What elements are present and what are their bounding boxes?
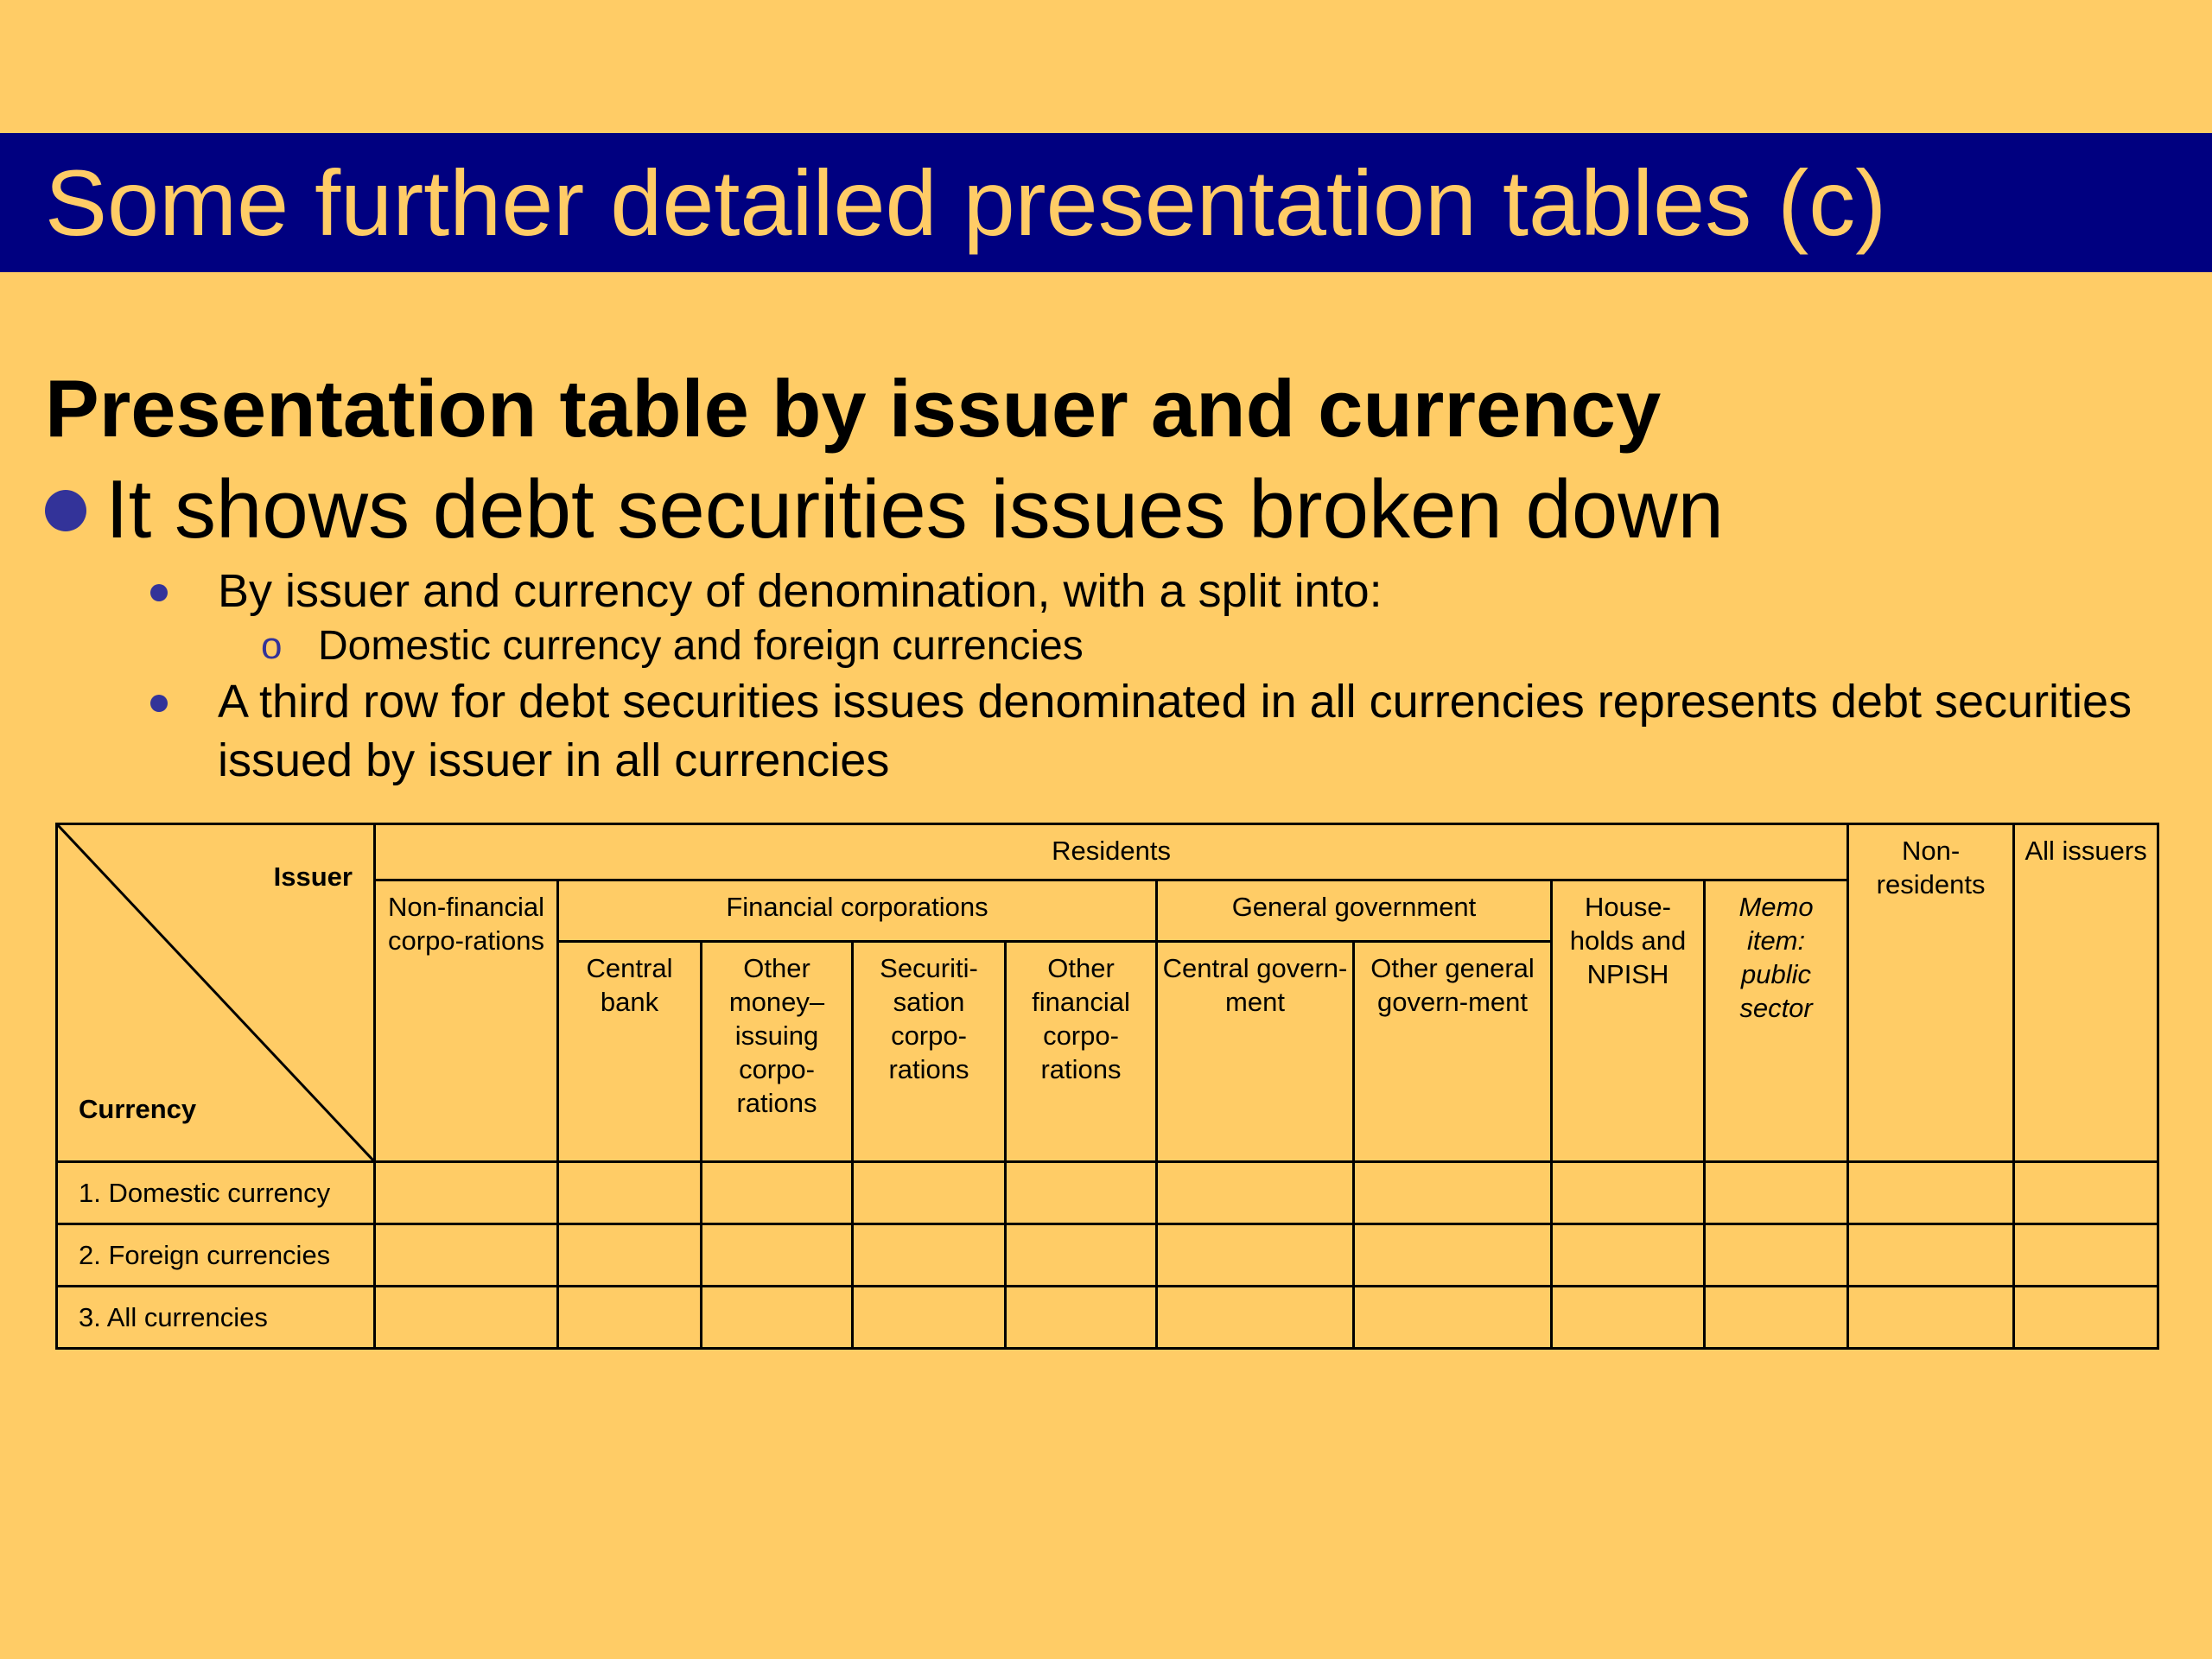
table-cell (851, 1160, 1007, 1225)
general-government-header: General government (1155, 879, 1553, 943)
table-cell (1702, 1285, 1850, 1350)
table-cell (1702, 1160, 1850, 1225)
table-cell (1550, 1285, 1706, 1350)
table-cell (556, 1160, 702, 1225)
table-cell (1352, 1160, 1553, 1225)
table-cell (1004, 1285, 1158, 1350)
other-general-government-header: Other general govern-ment (1352, 940, 1553, 1163)
table-cell (1352, 1285, 1553, 1350)
table-cell (1155, 1160, 1355, 1225)
non-residents-header: Non-residents (1847, 823, 2016, 1163)
table-cell (1550, 1160, 1706, 1225)
table-cell (373, 1285, 559, 1350)
table-row: 1. Domestic currency (55, 1160, 2160, 1225)
sub-bullet-text: By issuer and currency of denomination, … (218, 565, 1382, 617)
table-cell (1847, 1160, 2016, 1225)
non-financial-header: Non-financial corpo-rations (373, 879, 559, 1163)
table-cell (1550, 1223, 1706, 1287)
table-cell (851, 1223, 1007, 1287)
bullet-dot-icon (150, 695, 168, 712)
table-cell (2012, 1160, 2160, 1225)
table-cell (1155, 1223, 1355, 1287)
table-cell (1847, 1223, 2016, 1287)
slide-title: Some further detailed presentation table… (45, 150, 1887, 255)
table-cell (700, 1223, 854, 1287)
table-cell (1847, 1285, 2016, 1350)
table-cell (2012, 1285, 2160, 1350)
table-cell (373, 1160, 559, 1225)
row-label: 3. All currencies (55, 1285, 376, 1350)
financial-corporations-header: Financial corporations (556, 879, 1158, 943)
table-cell (1004, 1160, 1158, 1225)
row-label: 2. Foreign currencies (55, 1223, 376, 1287)
table-row: 2. Foreign currencies (55, 1223, 2160, 1287)
sub-sub-bullet-text: Domestic currency and foreign currencies (318, 623, 1084, 669)
sub-bullet-text: A third row for debt securities issues d… (218, 676, 2133, 786)
table-cell (2012, 1223, 2160, 1287)
other-money-issuing-header: Other money–issuing corpo-rations (700, 940, 854, 1163)
title-bar: Some further detailed presentation table… (0, 133, 2212, 272)
table-cell (1702, 1223, 1850, 1287)
main-bullet: It shows debt securities issues broken d… (45, 462, 1724, 557)
circle-bullet-icon: o (261, 625, 283, 667)
main-bullet-text: It shows debt securities issues broken d… (105, 463, 1724, 556)
table-cell (1352, 1223, 1553, 1287)
residents-header: Residents (372, 823, 1850, 881)
row-label: 1. Domestic currency (55, 1160, 376, 1225)
issuer-label: Issuer (273, 861, 353, 892)
presentation-table: Issuer Currency Residents Non-residents … (55, 823, 2160, 1350)
table-cell (373, 1223, 559, 1287)
table-cell (700, 1285, 854, 1350)
securitisation-header: Securiti-sation corpo-rations (851, 940, 1007, 1163)
table-row: 3. All currencies (55, 1285, 2160, 1350)
memo-item-header: Memo item: public sector (1702, 879, 1850, 1163)
other-financial-header: Other financial corpo-rations (1004, 940, 1158, 1163)
table-cell (1155, 1285, 1355, 1350)
bullet-dot-icon (45, 489, 86, 531)
central-bank-header: Central bank (556, 940, 702, 1163)
table-cell (700, 1160, 854, 1225)
bullet-dot-icon (150, 584, 168, 601)
diagonal-line (58, 825, 373, 1160)
table-cell (851, 1285, 1007, 1350)
households-header: House-holds and NPISH (1550, 879, 1706, 1163)
central-government-header: Central govern-ment (1155, 940, 1355, 1163)
currency-label: Currency (79, 1094, 197, 1124)
table-cell (556, 1223, 702, 1287)
all-issuers-header: All issuers (2012, 823, 2160, 1163)
table-cell (556, 1285, 702, 1350)
slide-heading: Presentation table by issuer and currenc… (45, 363, 1662, 454)
table-cell (1004, 1223, 1158, 1287)
corner-header-cell: Issuer Currency (55, 823, 376, 1163)
